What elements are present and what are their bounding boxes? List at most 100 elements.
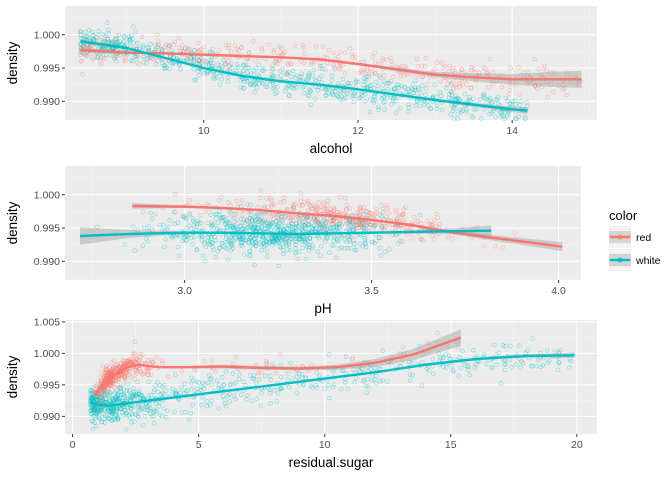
data-point-red [449, 90, 454, 95]
data-point-red [199, 58, 205, 64]
data-point-red [392, 225, 398, 230]
data-point-white [403, 90, 409, 95]
data-point-white [236, 237, 242, 242]
data-point-white [128, 391, 134, 397]
data-point-white [91, 36, 97, 42]
data-point-white [357, 241, 363, 247]
data-point-red [459, 67, 465, 73]
data-point-red [103, 383, 108, 389]
data-point-white [320, 224, 325, 230]
data-point-white [253, 381, 259, 386]
data-point-white [245, 393, 250, 398]
data-point-white [369, 222, 374, 228]
data-point-red [513, 82, 519, 88]
data-point-white [362, 76, 367, 81]
data-point-white [88, 411, 94, 417]
data-point-red [539, 84, 545, 89]
data-point-red [112, 56, 117, 61]
data-point-white [566, 365, 572, 371]
data-point-white [434, 103, 440, 108]
data-point-red [331, 217, 337, 223]
data-point-white [261, 237, 267, 243]
data-point-white [489, 110, 494, 115]
data-point-red [284, 206, 290, 212]
data-point-white [225, 225, 230, 230]
data-point-red [273, 58, 278, 64]
data-point-white [326, 91, 331, 96]
data-point-white [458, 109, 464, 115]
data-point-red [342, 50, 348, 56]
data-point-red [101, 374, 106, 380]
data-point-red [136, 357, 142, 363]
data-point-white [114, 398, 120, 403]
data-point-white [253, 240, 258, 246]
data-point-white [95, 409, 101, 415]
data-point-red [96, 392, 101, 398]
data-point-white [329, 226, 335, 232]
data-point-red [306, 218, 312, 224]
data-point-white [108, 409, 113, 415]
data-point-white [247, 215, 253, 221]
data-point-red [117, 372, 123, 378]
data-point-white [134, 392, 140, 397]
data-point-red [550, 89, 556, 94]
data-point-white [248, 202, 254, 208]
data-point-white [501, 114, 507, 119]
data-point-white [364, 74, 369, 79]
data-point-white [286, 69, 292, 75]
data-point-white [292, 75, 298, 81]
data-point-white [95, 224, 100, 230]
data-point-red [469, 65, 474, 70]
data-point-white [169, 60, 175, 66]
data-point-white [190, 242, 195, 247]
data-point-white [131, 24, 136, 29]
data-point-white [192, 48, 197, 53]
data-point-white [94, 409, 99, 414]
data-point-red [139, 371, 145, 377]
data-point-white [247, 224, 252, 229]
data-point-red [104, 372, 110, 378]
data-point-red [556, 83, 561, 88]
data-point-white [323, 92, 328, 98]
data-point-white [93, 397, 99, 403]
data-point-white [410, 372, 415, 378]
data-point-white [436, 351, 442, 356]
data-point-red [318, 60, 324, 66]
data-point-white [93, 406, 98, 412]
data-point-white [318, 243, 324, 249]
data-point-white [307, 89, 313, 94]
data-point-white [249, 217, 255, 222]
data-point-red [374, 210, 380, 216]
data-point-white [277, 235, 283, 241]
data-point-white [210, 244, 216, 250]
data-point-red [380, 58, 385, 63]
data-point-white [471, 107, 477, 112]
data-point-white [306, 248, 312, 253]
data-point-white [267, 225, 272, 230]
data-point-red [294, 215, 299, 220]
data-point-red [410, 235, 415, 241]
data-point-white [277, 221, 283, 226]
data-point-red [314, 218, 320, 224]
data-point-white [155, 380, 160, 385]
data-point-red [118, 373, 123, 378]
data-point-red [404, 72, 410, 77]
data-point-red [314, 208, 320, 214]
data-point-red [337, 218, 343, 224]
data-point-white [306, 94, 312, 99]
data-point-white [264, 236, 270, 241]
data-point-red [130, 351, 136, 357]
data-point-white [450, 95, 455, 101]
smooth-line-white [89, 354, 575, 407]
data-point-white [207, 242, 213, 248]
data-point-red [105, 385, 111, 390]
data-point-white [233, 224, 239, 230]
data-point-white [247, 248, 253, 254]
data-point-white [273, 234, 278, 240]
data-point-red [292, 202, 298, 207]
data-point-red [493, 244, 498, 249]
data-point-white [255, 213, 261, 219]
data-point-white [259, 242, 264, 248]
data-point-red [317, 222, 323, 228]
data-point-white [302, 223, 307, 228]
